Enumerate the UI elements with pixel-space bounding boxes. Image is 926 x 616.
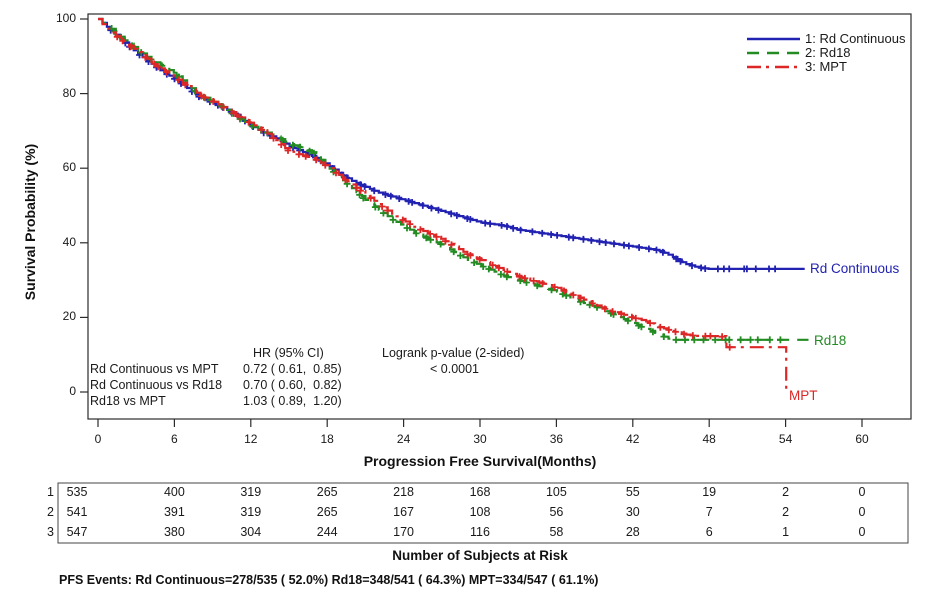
risk-count-cell: 541 bbox=[66, 505, 88, 519]
risk-count-cell: 56 bbox=[549, 505, 564, 519]
logrank-header: Logrank p-value (2-sided) bbox=[382, 346, 525, 360]
risk-count-cell: 167 bbox=[393, 505, 415, 519]
plot-frame bbox=[87, 13, 912, 420]
hr-row-label-3: Rd18 vs MPT bbox=[90, 394, 166, 408]
y-tick-label: 100 bbox=[55, 11, 76, 25]
x-tick-label: 24 bbox=[396, 432, 411, 446]
risk-count-cell: 244 bbox=[316, 525, 338, 539]
risk-count-cell: 400 bbox=[163, 485, 185, 499]
legend-label-rd-continuous: 1: Rd Continuous bbox=[805, 31, 906, 46]
km-curve-mpt bbox=[98, 17, 788, 391]
curve-label-rd18: Rd18 bbox=[814, 333, 847, 348]
y-tick-label: 0 bbox=[69, 384, 76, 398]
risk-count-cell: 55 bbox=[625, 485, 640, 499]
km-curve-rd18 bbox=[98, 17, 809, 341]
risk-count-cell: 380 bbox=[163, 525, 185, 539]
risk-count-cell: 170 bbox=[393, 525, 415, 539]
risk-row-id: 1 bbox=[47, 485, 54, 499]
risk-count-cell: 319 bbox=[240, 485, 262, 499]
hr-row-value-2: 0.70 ( 0.60, 0.82) bbox=[243, 378, 342, 392]
risk-row-id: 2 bbox=[47, 505, 54, 519]
x-tick-label: 54 bbox=[778, 432, 793, 446]
risk-count-cell: 218 bbox=[393, 485, 415, 499]
risk-count-cell: 265 bbox=[316, 485, 338, 499]
x-tick-label: 30 bbox=[473, 432, 487, 446]
hr-row-label-2: Rd Continuous vs Rd18 bbox=[90, 378, 223, 392]
risk-count-cell: 105 bbox=[545, 485, 567, 499]
risk-table-box bbox=[57, 482, 909, 544]
censor-marks-0 bbox=[107, 26, 779, 273]
risk-row-id: 3 bbox=[47, 525, 54, 539]
pfs-events-footnote: PFS Events: Rd Continuous=278/535 ( 52.0… bbox=[59, 573, 599, 587]
censor-marks-1 bbox=[110, 27, 784, 344]
x-tick-label: 42 bbox=[626, 432, 640, 446]
y-axis-title: Survival Probability (%) bbox=[22, 143, 38, 301]
risk-count-cell: 28 bbox=[625, 525, 640, 539]
x-tick-label: 0 bbox=[94, 432, 102, 446]
km-curve-rd-continuous bbox=[98, 17, 805, 270]
x-tick-label: 48 bbox=[702, 432, 716, 446]
y-tick-label: 20 bbox=[62, 309, 76, 324]
x-tick-label: 18 bbox=[320, 432, 334, 446]
risk-count-cell: 0 bbox=[858, 525, 866, 539]
logrank-value: < 0.0001 bbox=[430, 362, 480, 376]
risk-count-cell: 58 bbox=[549, 525, 564, 539]
risk-count-cell: 30 bbox=[625, 505, 640, 519]
risk-count-cell: 265 bbox=[316, 505, 338, 519]
hr-row-value-1: 0.72 ( 0.61, 0.85) bbox=[243, 362, 342, 376]
curve-label-mpt: MPT bbox=[789, 388, 818, 403]
hr-row-label-1: Rd Continuous vs MPT bbox=[90, 362, 219, 376]
y-tick-label: 80 bbox=[62, 85, 76, 100]
y-tick-label: 60 bbox=[62, 160, 76, 175]
risk-count-cell: 391 bbox=[163, 505, 185, 519]
risk-count-cell: 0 bbox=[858, 505, 866, 519]
x-tick-label: 60 bbox=[855, 432, 869, 446]
y-tick-label: 40 bbox=[62, 234, 76, 249]
risk-count-cell: 116 bbox=[470, 525, 490, 539]
risk-count-cell: 6 bbox=[705, 525, 713, 539]
risk-count-cell: 535 bbox=[66, 485, 88, 499]
censor-marks-2 bbox=[113, 33, 734, 351]
risk-count-cell: 7 bbox=[705, 505, 713, 519]
risk-count-cell: 2 bbox=[782, 505, 790, 519]
risk-count-cell: 304 bbox=[240, 525, 262, 539]
risk-table-title: Number of Subjects at Risk bbox=[392, 548, 568, 563]
risk-count-cell: 19 bbox=[702, 485, 717, 499]
risk-count-cell: 547 bbox=[66, 525, 88, 539]
risk-count-cell: 2 bbox=[782, 485, 790, 499]
x-tick-label: 36 bbox=[549, 432, 564, 446]
x-tick-label: 12 bbox=[244, 432, 258, 446]
risk-count-cell: 168 bbox=[469, 485, 491, 499]
risk-count-cell: 0 bbox=[858, 485, 866, 499]
legend-label-rd18: 2: Rd18 bbox=[805, 45, 851, 60]
legend-label-mpt: 3: MPT bbox=[805, 59, 847, 74]
risk-count-cell: 108 bbox=[469, 505, 491, 519]
curve-label-rd-continuous: Rd Continuous bbox=[810, 261, 900, 276]
x-tick-label: 6 bbox=[171, 432, 178, 446]
risk-count-cell: 319 bbox=[240, 505, 262, 519]
risk-count-cell: 1 bbox=[782, 525, 790, 539]
hr-header: HR (95% CI) bbox=[253, 346, 324, 360]
hr-row-value-3: 1.03 ( 0.89, 1.20) bbox=[243, 394, 342, 408]
x-axis-title: Progression Free Survival(Months) bbox=[363, 453, 597, 469]
